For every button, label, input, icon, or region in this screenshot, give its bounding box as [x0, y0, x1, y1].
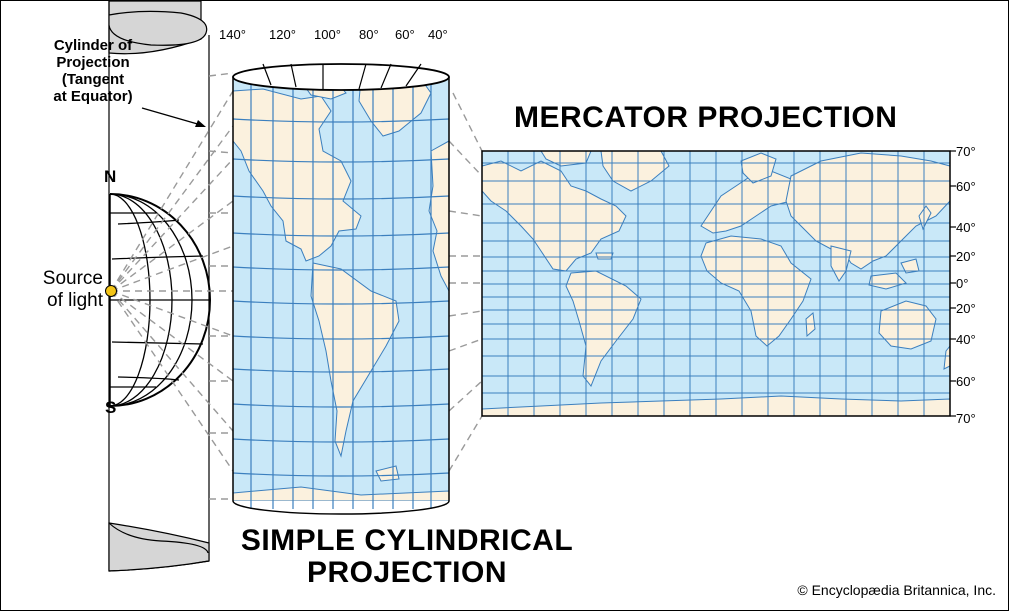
south-pole-label: S: [105, 398, 117, 417]
projection-ray: [110, 290, 234, 337]
latitude-label-60n: 60°: [956, 179, 976, 194]
projection-ray: [208, 150, 234, 154]
cylinder-top-meridian: [380, 63, 392, 89]
projection-ray: [448, 310, 483, 317]
longitude-label-120: 120°: [269, 27, 296, 42]
projection-ray: [448, 415, 483, 472]
cylinder-label-line-2: Projection: [56, 54, 130, 71]
projection-ray: [110, 158, 234, 292]
projection-ray: [448, 140, 483, 177]
mercator-projection-title: MERCATOR PROJECTION: [514, 101, 898, 134]
cylinder-parallel: [232, 300, 450, 305]
cylinder-parallel: [232, 266, 450, 271]
latitude-label-60s: 60°: [956, 374, 976, 389]
cylinder-top-meridian: [290, 63, 297, 88]
cylinder-parallel: [232, 158, 450, 163]
source-label-line-2: of light: [47, 290, 103, 311]
globe-icon: [109, 193, 211, 407]
projection-ray: [110, 90, 234, 292]
cylinder-top-meridian: [405, 63, 422, 87]
simple-title-line-1: SIMPLE CYLINDRICAL: [240, 524, 574, 557]
latitude-label-40s: 40°: [956, 332, 976, 347]
cylinder-parallel: [232, 472, 450, 477]
projection-ray: [448, 338, 483, 352]
projection-ray: [110, 290, 234, 432]
latitude-label-20n: 20°: [956, 249, 976, 264]
latitude-label-20s: 20°: [956, 301, 976, 316]
projection-ray: [110, 200, 234, 292]
projection-ray: [448, 380, 483, 412]
cylinder-parallel: [232, 232, 450, 237]
mercator-map: [481, 150, 956, 417]
projection-ray: [110, 290, 234, 382]
cylinder-parallel: [232, 335, 450, 340]
cylinder-top-cap-upper: [108, 1, 208, 46]
longitude-label-40: 40°: [428, 27, 448, 42]
cylinder-label-line-3: (Tangent: [61, 71, 125, 88]
projection-ray: [110, 125, 234, 292]
cylinder-top-meridian: [358, 63, 367, 90]
source-of-light-label: Source of light: [23, 268, 103, 312]
pointer-arrow-icon: [141, 107, 206, 127]
projection-rays: [110, 72, 483, 500]
simple-cylindrical-map: [232, 63, 450, 515]
projection-ray: [448, 210, 483, 217]
cylinder-parallel: [232, 368, 450, 373]
longitude-label-80: 80°: [359, 27, 379, 42]
simple-title-line-2: PROJECTION: [306, 556, 508, 589]
projection-ray: [208, 72, 234, 77]
simple-cylindrical-projection-title: SIMPLE CYLINDRICAL PROJECTION: [227, 525, 587, 589]
light-source-icon: [105, 285, 117, 297]
longitude-label-140: 140°: [219, 27, 246, 42]
cylinder-bottom-rim: [108, 522, 209, 554]
longitude-label-100: 100°: [314, 27, 341, 42]
cylinder-label-line-1: Cylinder of: [53, 37, 133, 54]
cylinder-top-meridian: [262, 63, 272, 86]
north-pole-label: N: [104, 167, 117, 186]
copyright-notice: © Encyclopædia Britannica, Inc.: [797, 582, 996, 598]
projection-ray: [110, 245, 234, 292]
latitude-label-equator: 0°: [956, 276, 969, 291]
cylinder-parallel: [232, 118, 450, 123]
projection-ray: [452, 92, 483, 152]
cylinder-of-projection-label: Cylinder of Projection (Tangent at Equat…: [29, 37, 157, 105]
cylinder-label-line-4: at Equator): [53, 88, 133, 105]
source-label-line-1: Source: [42, 268, 103, 289]
longitude-label-60: 60°: [395, 27, 415, 42]
latitude-label-40n: 40°: [956, 220, 976, 235]
cylinder-parallel: [232, 438, 450, 443]
mercator-landmass: [482, 151, 950, 416]
cylinder-parallel: [232, 195, 450, 200]
projection-ray: [110, 290, 234, 472]
cylinder-parallel: [232, 403, 450, 408]
latitude-label-70s: 70°: [956, 411, 976, 426]
latitude-label-70n: 70°: [956, 144, 976, 159]
